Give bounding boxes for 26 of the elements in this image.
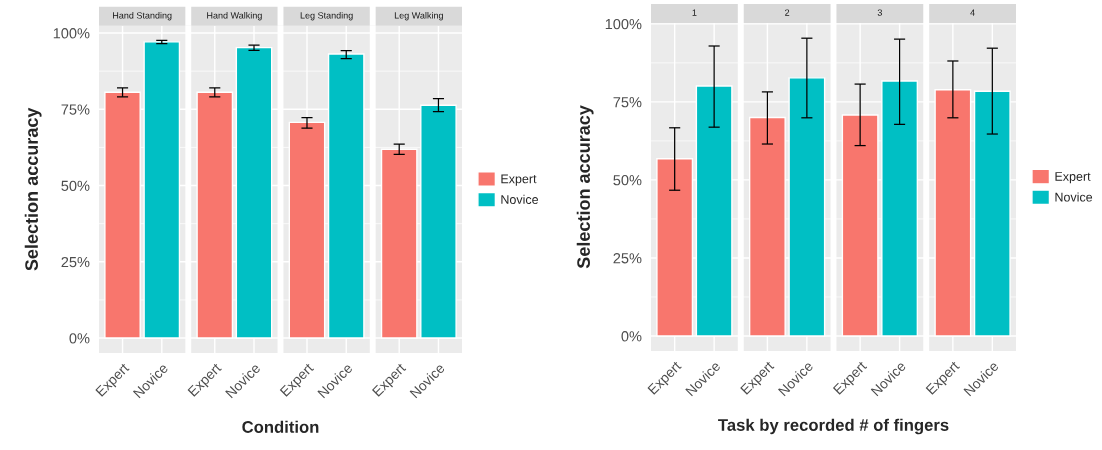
y-tick-label: 50% <box>61 180 90 191</box>
y-tick-label: 75% <box>613 97 642 108</box>
y-tick-label: 100% <box>605 18 642 30</box>
y-tick-label: 100% <box>53 28 90 39</box>
y-tick-label: 25% <box>61 256 90 268</box>
y-tick-label: 25% <box>613 253 642 264</box>
y-tick-label: 0% <box>621 331 642 342</box>
y-tick-label: 50% <box>613 175 642 186</box>
text: 3 <box>877 9 882 16</box>
x-axis-title: Task by recorded # of fingers <box>718 418 949 435</box>
y-axis-title: Selection accuracy <box>24 107 42 271</box>
text: 1 <box>692 9 697 16</box>
y-tick-label: 0% <box>69 333 90 344</box>
text: Leg Walking <box>394 11 443 21</box>
legend-label: Expert <box>1055 172 1091 184</box>
text: 2 <box>785 9 790 16</box>
text: Hand Walking <box>207 11 262 21</box>
legend-label: Novice <box>501 194 539 204</box>
legend-label: Expert <box>501 174 537 186</box>
x-axis-title: Condition <box>242 420 319 433</box>
text: Leg Standing <box>300 11 353 21</box>
y-axis-title: Selection accuracy <box>576 105 594 269</box>
legend-label: Novice <box>1055 192 1093 202</box>
y-tick-label: 75% <box>61 104 90 115</box>
text: Hand Standing <box>113 11 172 21</box>
text: 4 <box>970 9 975 16</box>
